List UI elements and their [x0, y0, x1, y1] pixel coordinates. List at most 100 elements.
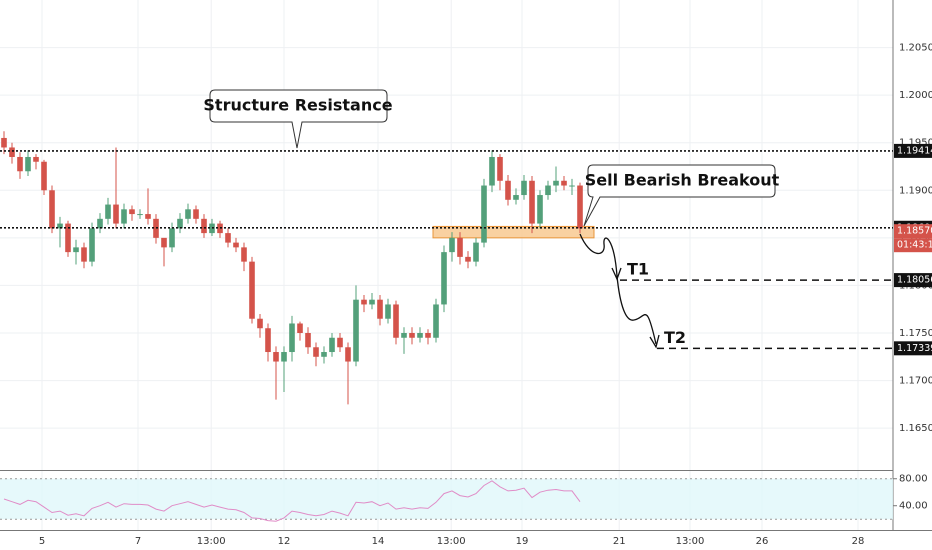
candle-body [169, 228, 175, 248]
candle-body [577, 185, 583, 229]
candle-body [193, 209, 199, 219]
arrow-head [611, 267, 622, 281]
x-tick-label: 28 [852, 536, 865, 547]
candle-body [233, 242, 239, 248]
candle-body [441, 252, 447, 305]
target-tag [894, 341, 932, 356]
candle-body [113, 204, 119, 224]
y-tick-label: 1.17000 [899, 376, 932, 387]
candle-body [409, 332, 415, 338]
candle-body [377, 299, 383, 319]
candle-body [553, 180, 559, 186]
y-tick-label: 1.17500 [899, 328, 932, 339]
y-tick-label: 1.16500 [899, 423, 932, 434]
candle-body [33, 156, 39, 162]
x-tick-label: 13:00 [197, 536, 226, 547]
candle-body [305, 332, 311, 348]
candle-body [17, 156, 23, 172]
candle-body [369, 299, 375, 305]
candle-body [145, 214, 151, 219]
candle-body [241, 247, 247, 262]
level-tag [894, 143, 932, 158]
candle-body [329, 337, 335, 353]
x-tick-label: 13:00 [676, 536, 705, 547]
candle-body [257, 318, 263, 329]
candle-body [57, 223, 63, 229]
y-tick-label: 80.00 [899, 474, 928, 485]
annotation: Structure Resistance [203, 96, 392, 115]
candle-body [97, 218, 103, 229]
candle-body [489, 156, 495, 186]
target-tag [894, 273, 932, 288]
candle-body [545, 185, 551, 196]
overlay: 1.194141.186061.1857001:43:191.18056T11.… [0, 89, 932, 356]
candle-body [481, 185, 487, 243]
y-tick-label: 1.20500 [899, 43, 932, 54]
candle-body [201, 218, 207, 234]
candle-body [289, 323, 295, 353]
x-tick-label: 5 [39, 536, 45, 547]
candle-body [49, 190, 55, 229]
candle-body [297, 323, 303, 333]
candle-body [473, 242, 479, 262]
candle-body [449, 237, 455, 253]
candle-body [401, 332, 407, 338]
candle-body [313, 347, 319, 357]
candle-body [225, 233, 231, 243]
x-tick-label: 7 [135, 536, 141, 547]
candle-body [361, 299, 367, 305]
y-tick-label: 40.00 [899, 501, 928, 512]
x-tick-label: 12 [278, 536, 291, 547]
candle-body [513, 195, 519, 200]
candle-body [393, 304, 399, 338]
candle-body [465, 256, 471, 262]
candle-body [561, 180, 567, 186]
target-name: T2 [664, 328, 686, 347]
target-price: 1.18056 [897, 275, 932, 286]
y-tick-label: 1.19000 [899, 185, 932, 196]
candle-body [137, 214, 143, 216]
x-tick-label: 19 [516, 536, 529, 547]
candle-body [265, 328, 271, 353]
candle-body [273, 352, 279, 362]
arrow-head [649, 334, 660, 349]
candle-body [497, 156, 503, 181]
candle-body [89, 228, 95, 262]
candle-body [321, 352, 327, 357]
candle-body [81, 247, 87, 262]
candle-body [457, 237, 463, 257]
candle-body [249, 261, 255, 319]
candle-body [73, 247, 79, 253]
annotation: Sell Bearish Breakout [585, 171, 780, 190]
candle-body [425, 332, 431, 338]
candle-body [65, 223, 71, 253]
price-tag [894, 224, 932, 239]
callout-box [209, 89, 388, 149]
candle-body [569, 185, 575, 187]
projection-arrow [579, 233, 657, 345]
rsi-line [3, 480, 581, 522]
candle-body [9, 147, 15, 157]
candle-body [529, 180, 535, 224]
candle-body [1, 137, 7, 148]
x-tick-label: 14 [372, 536, 385, 547]
y-tick-label: 1.19500 [899, 138, 932, 149]
sell-zone [432, 225, 595, 239]
x-tick-label: 21 [613, 536, 626, 547]
target-name: T1 [627, 260, 649, 279]
candle-body [105, 204, 111, 219]
candle-body [129, 209, 135, 215]
countdown-tag [894, 238, 932, 253]
x-tick-label: 26 [756, 536, 769, 547]
candle-body [505, 180, 511, 200]
x-tick-label: 13:00 [437, 536, 466, 547]
rsi-band [0, 478, 893, 520]
y-tick-label: 1.20000 [899, 90, 932, 101]
candle-body [345, 347, 351, 362]
candle-body [353, 299, 359, 362]
target-price: 1.17339 [897, 343, 932, 354]
